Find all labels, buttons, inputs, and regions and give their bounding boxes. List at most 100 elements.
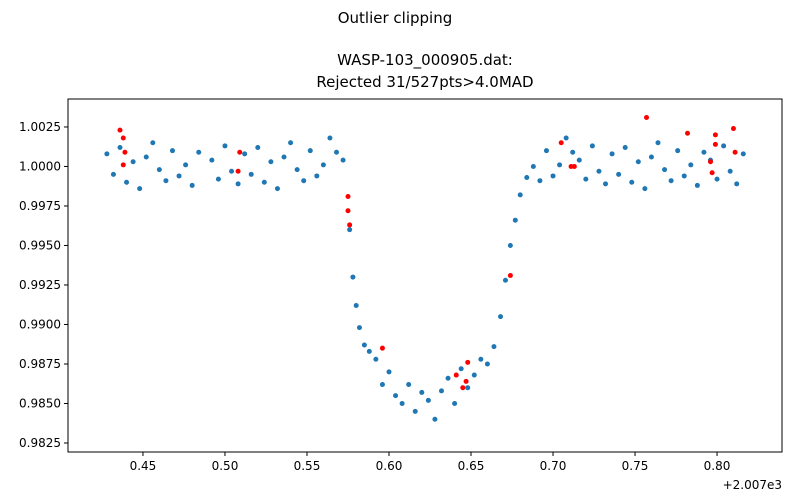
data-point: [603, 181, 609, 187]
data-point: [644, 114, 650, 120]
data-point: [366, 348, 372, 354]
data-point: [393, 393, 399, 399]
data-point: [694, 182, 700, 188]
data-point: [707, 159, 713, 165]
data-point: [274, 186, 280, 192]
data-point: [189, 182, 195, 188]
data-point: [176, 173, 182, 179]
data-point: [701, 149, 707, 155]
y-tick-label: 0.9850: [19, 396, 61, 410]
data-point: [399, 400, 405, 406]
data-point: [648, 154, 654, 160]
data-point: [156, 167, 162, 173]
data-point: [714, 176, 720, 182]
data-point: [685, 130, 691, 136]
data-point: [320, 162, 326, 168]
data-point: [507, 273, 513, 278]
data-point: [110, 171, 116, 177]
data-point: [301, 178, 307, 184]
data-point: [356, 325, 362, 331]
data-point: [350, 274, 356, 280]
data-point: [248, 171, 254, 177]
data-point: [583, 176, 589, 182]
data-point: [327, 135, 333, 141]
data-point: [543, 148, 549, 154]
data-point: [635, 159, 641, 165]
data-point: [740, 151, 746, 157]
data-point: [688, 162, 694, 168]
data-point: [537, 178, 543, 184]
data-point: [727, 168, 733, 174]
y-tick-label: 0.9900: [19, 317, 61, 331]
chart-subtitle: Rejected 31/527pts>4.0MAD: [316, 73, 533, 91]
data-point: [340, 157, 346, 163]
data-point: [465, 359, 471, 365]
x-tick-label: 0.60: [376, 459, 403, 473]
data-point: [334, 149, 340, 155]
data-point: [237, 149, 243, 155]
data-point: [345, 193, 351, 199]
data-point: [209, 157, 215, 163]
data-point: [386, 369, 392, 375]
x-tick-label: 0.75: [622, 459, 649, 473]
data-point: [668, 178, 674, 184]
x-tick-label: 0.65: [458, 459, 485, 473]
data-point: [438, 388, 444, 394]
data-point: [571, 163, 577, 169]
data-point: [463, 378, 469, 384]
data-point: [498, 314, 504, 320]
data-point: [471, 372, 477, 378]
data-point: [347, 227, 353, 233]
data-point: [379, 345, 385, 351]
data-point: [345, 208, 351, 214]
data-point: [183, 162, 189, 168]
data-point: [734, 181, 740, 187]
data-point: [242, 151, 248, 157]
data-point: [419, 389, 425, 395]
x-tick-label: 0.55: [294, 459, 321, 473]
data-point: [406, 382, 412, 388]
data-point: [294, 167, 300, 173]
data-point: [458, 366, 464, 372]
data-point: [163, 178, 169, 184]
data-point: [721, 143, 727, 149]
data-point: [629, 179, 635, 185]
chart-title: Outlier clipping: [338, 9, 453, 27]
data-point: [347, 222, 353, 228]
data-point: [373, 356, 379, 362]
data-point: [120, 135, 126, 141]
data-point: [484, 361, 490, 367]
data-point: [235, 168, 241, 174]
data-point: [432, 416, 438, 422]
data-point: [229, 168, 235, 174]
data-point: [453, 372, 459, 378]
data-point: [169, 148, 175, 154]
data-point: [730, 126, 736, 132]
data-point: [143, 154, 149, 160]
data-point: [709, 170, 715, 176]
x-tick-label: 0.70: [540, 459, 567, 473]
data-point: [425, 397, 431, 403]
data-point: [452, 400, 458, 406]
data-point: [642, 186, 648, 192]
data-point: [255, 145, 261, 151]
data-point: [681, 173, 687, 179]
data-point: [460, 385, 466, 391]
data-point: [512, 217, 518, 223]
data-point: [557, 162, 563, 168]
data-point: [314, 173, 320, 179]
data-point: [655, 140, 661, 146]
y-tick-label: 1.0000: [19, 159, 61, 173]
x-tick-label: 0.80: [704, 459, 731, 473]
y-tick-label: 1.0025: [19, 120, 61, 134]
data-point: [445, 375, 451, 381]
y-tick-label: 0.9950: [19, 238, 61, 252]
data-point: [307, 148, 313, 154]
data-point: [379, 382, 385, 388]
data-point: [288, 140, 294, 146]
y-tick-label: 0.9825: [19, 436, 61, 450]
data-point: [412, 408, 418, 414]
data-point: [609, 151, 615, 157]
data-point: [491, 344, 497, 350]
